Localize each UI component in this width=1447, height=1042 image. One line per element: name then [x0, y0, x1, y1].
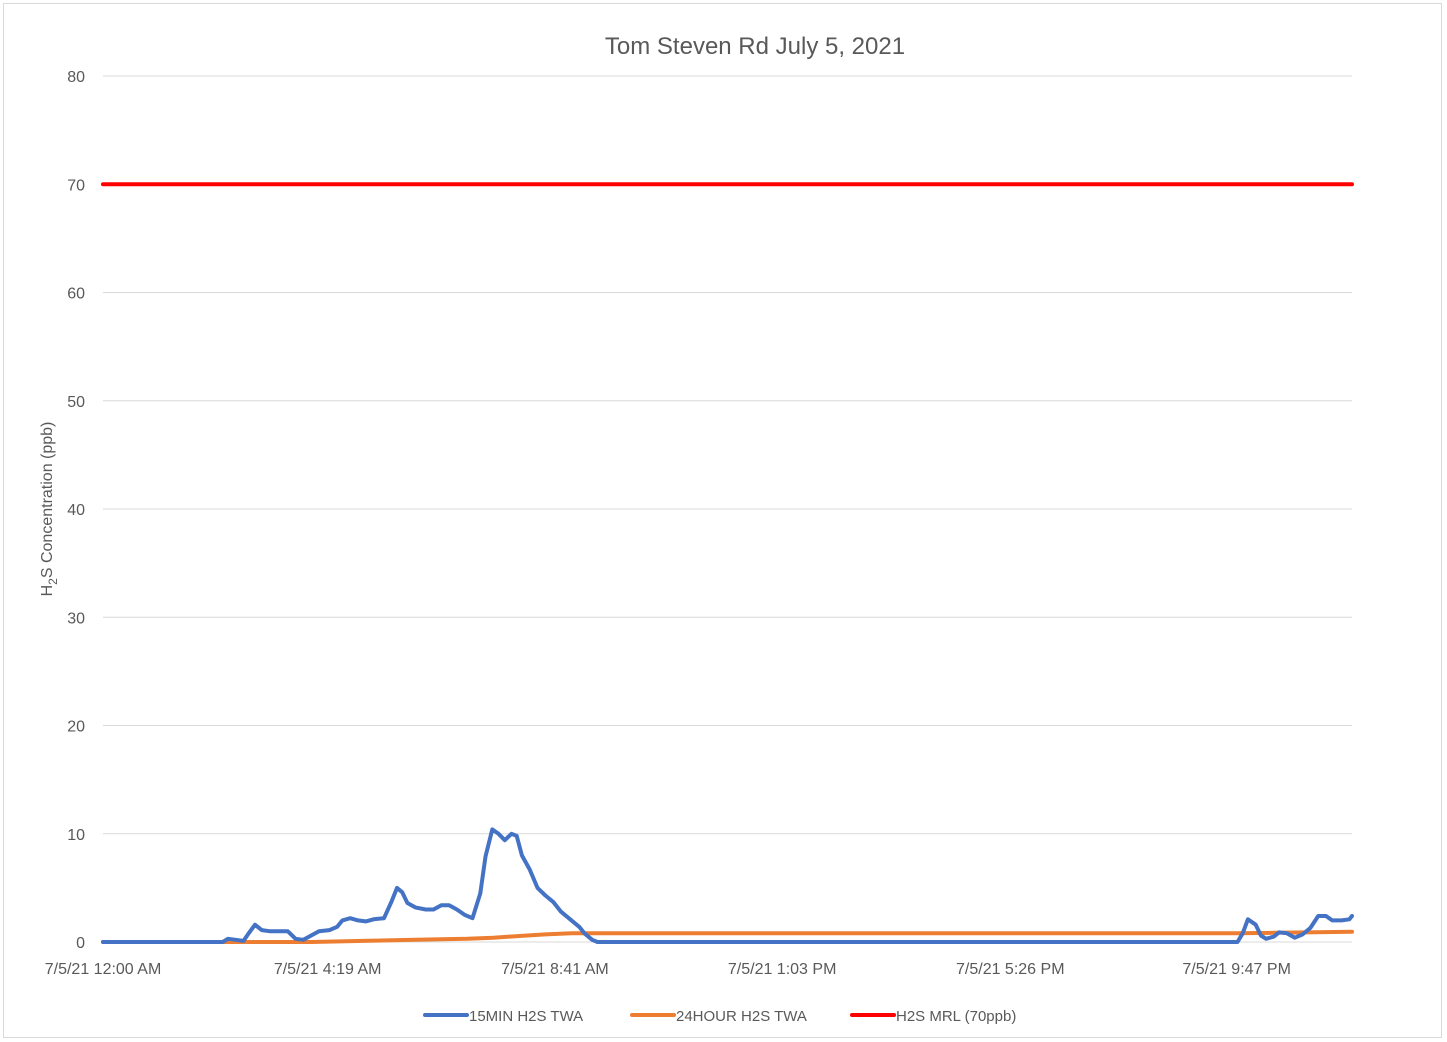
gridlines: [103, 75, 1352, 943]
y-tick-labels: 0 10 20 30 40 50 60 70 80: [67, 69, 85, 952]
y-tick-label: 40: [67, 502, 85, 519]
y-axis-label-main: H: [39, 585, 56, 597]
chart-area: [3, 3, 1442, 1038]
x-tick-label: 7/5/21 4:19 AM: [274, 961, 382, 978]
y-tick-label: 70: [67, 177, 85, 194]
legend-entry-1: 24HOUR H2S TWA: [676, 1008, 807, 1025]
x-tick-labels: 7/5/21 12:00 AM 7/5/21 4:19 AM 7/5/21 8:41…: [45, 961, 1291, 978]
chart-title: Tom Steven Rd July 5, 2021: [605, 33, 905, 60]
y-tick-label: 30: [67, 610, 85, 627]
x-tick-label: 7/5/21 8:41 AM: [501, 961, 609, 978]
x-tick-label: 7/5/21 12:00 AM: [45, 961, 162, 978]
series-lines: [101, 182, 1354, 944]
y-axis-label-rest: S Concentration (ppb): [39, 422, 56, 579]
y-tick-label: 50: [67, 394, 85, 411]
y-tick-label: 10: [67, 827, 85, 844]
y-tick-label: 80: [67, 69, 85, 86]
legend-entry-2: H2S MRL (70ppb): [896, 1008, 1016, 1025]
series-line-0: [101, 827, 1354, 944]
x-tick-label: 7/5/21 1:03 PM: [728, 961, 837, 978]
legend-entry-0: 15MIN H2S TWA: [469, 1008, 583, 1025]
y-tick-label: 60: [67, 286, 85, 303]
series-line-1: [101, 929, 1354, 944]
legend: 15MIN H2S TWA 24HOUR H2S TWA H2S MRL (70pp…: [423, 1008, 1016, 1025]
x-tick-label: 7/5/21 9:47 PM: [1182, 961, 1291, 978]
y-tick-label: 20: [67, 719, 85, 736]
y-axis-label-sub: 2: [46, 578, 60, 585]
x-tick-label: 7/5/21 5:26 PM: [956, 961, 1065, 978]
y-axis-label: H2S Concentration (ppb): [39, 422, 60, 597]
y-tick-label: 0: [76, 935, 85, 952]
